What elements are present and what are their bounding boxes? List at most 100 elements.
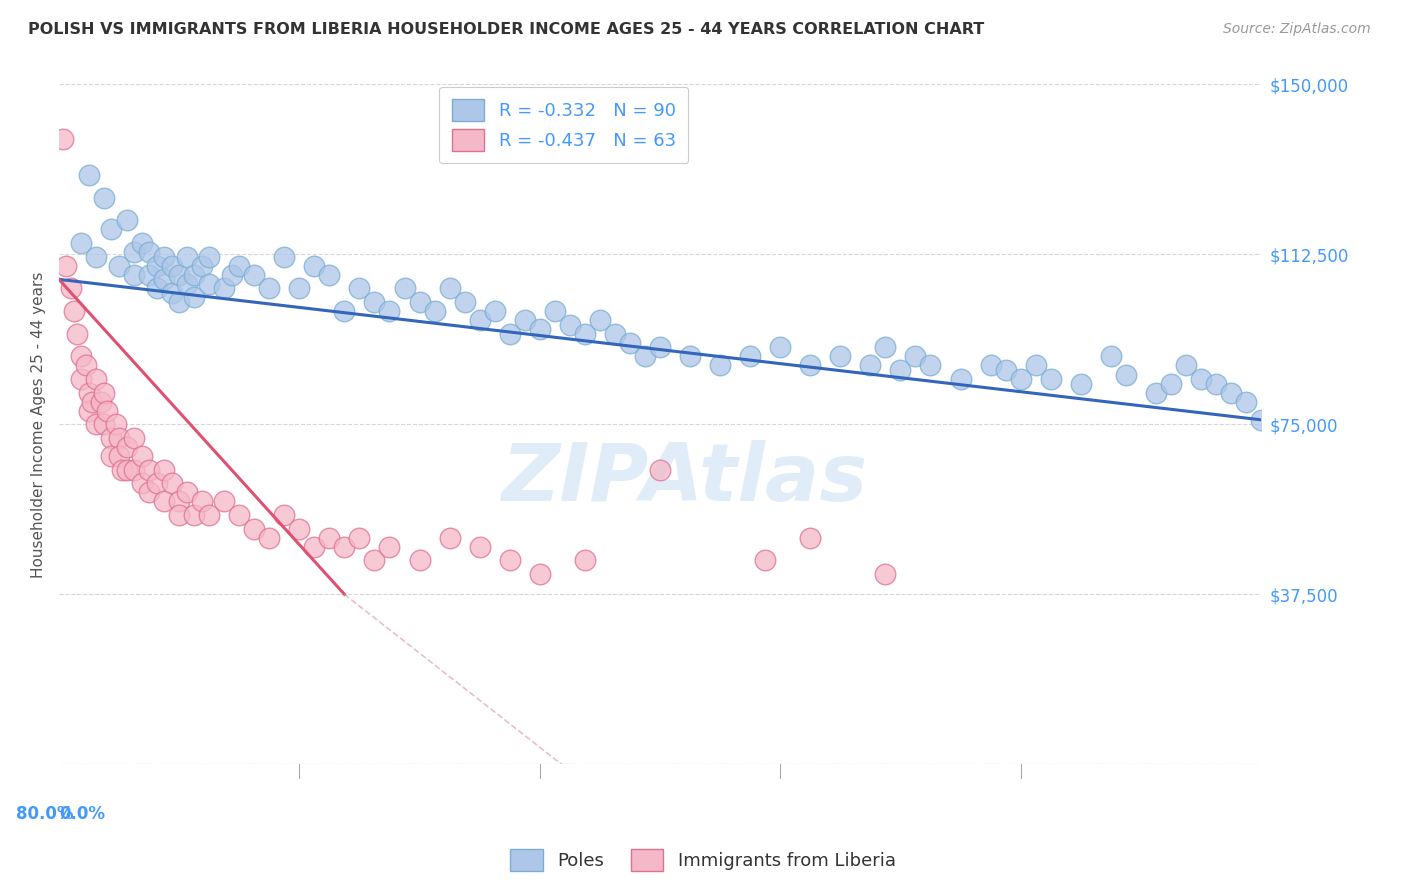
Point [243, 268, 266, 282]
Point [529, 566, 551, 581]
Point [228, 508, 250, 522]
Point [190, 494, 212, 508]
Point [77, 168, 100, 182]
Point [468, 313, 491, 327]
Point [1099, 350, 1122, 364]
Point [619, 335, 641, 350]
Point [1175, 359, 1198, 373]
Y-axis label: Householder Income Ages 25 - 44 years: Householder Income Ages 25 - 44 years [31, 271, 45, 577]
Point [363, 553, 385, 567]
Point [499, 326, 522, 341]
Point [131, 476, 153, 491]
Point [176, 250, 198, 264]
Point [589, 313, 612, 327]
Point [90, 394, 112, 409]
Point [889, 363, 911, 377]
Text: 80.0%: 80.0% [17, 805, 75, 823]
Point [349, 281, 371, 295]
Point [153, 250, 176, 264]
Point [80, 394, 103, 409]
Point [1220, 385, 1243, 400]
Legend: R = -0.332   N = 90, R = -0.437   N = 63: R = -0.332 N = 90, R = -0.437 N = 63 [439, 87, 689, 163]
Point [198, 250, 221, 264]
Point [1010, 372, 1032, 386]
Point [70, 235, 93, 250]
Point [994, 363, 1017, 377]
Point [86, 250, 108, 264]
Point [75, 359, 97, 373]
Point [167, 494, 190, 508]
Point [349, 531, 371, 545]
Point [333, 540, 356, 554]
Point [288, 522, 311, 536]
Point [799, 531, 821, 545]
Point [198, 508, 221, 522]
Point [145, 476, 167, 491]
Point [1205, 376, 1227, 391]
Point [558, 318, 581, 332]
Point [176, 485, 198, 500]
Point [318, 268, 340, 282]
Point [799, 359, 821, 373]
Point [63, 304, 86, 318]
Point [100, 431, 122, 445]
Point [55, 259, 77, 273]
Point [93, 385, 115, 400]
Point [100, 222, 122, 236]
Point [304, 259, 326, 273]
Point [679, 350, 702, 364]
Point [86, 372, 108, 386]
Point [66, 326, 89, 341]
Point [513, 313, 536, 327]
Point [183, 290, 205, 304]
Text: Source: ZipAtlas.com: Source: ZipAtlas.com [1223, 22, 1371, 37]
Point [122, 431, 145, 445]
Point [138, 268, 160, 282]
Point [859, 359, 882, 373]
Point [145, 281, 167, 295]
Text: ZIPAtlas: ZIPAtlas [501, 440, 868, 517]
Point [160, 285, 183, 300]
Point [740, 350, 762, 364]
Point [408, 295, 430, 310]
Point [288, 281, 311, 295]
Point [1025, 359, 1047, 373]
Point [394, 281, 416, 295]
Point [468, 540, 491, 554]
Point [131, 449, 153, 463]
Point [1234, 394, 1257, 409]
Point [115, 463, 138, 477]
Point [86, 417, 108, 432]
Point [108, 259, 131, 273]
Point [1070, 376, 1092, 391]
Point [153, 272, 176, 286]
Point [1250, 413, 1272, 427]
Point [980, 359, 1002, 373]
Point [333, 304, 356, 318]
Point [77, 385, 100, 400]
Point [96, 403, 118, 417]
Point [574, 326, 596, 341]
Point [304, 540, 326, 554]
Point [875, 566, 897, 581]
Point [138, 245, 160, 260]
Point [70, 350, 93, 364]
Point [259, 531, 281, 545]
Point [318, 531, 340, 545]
Point [108, 449, 131, 463]
Point [212, 494, 235, 508]
Point [183, 268, 205, 282]
Point [160, 259, 183, 273]
Point [167, 508, 190, 522]
Point [100, 449, 122, 463]
Point [453, 295, 475, 310]
Point [499, 553, 522, 567]
Point [259, 281, 281, 295]
Point [93, 417, 115, 432]
Point [167, 268, 190, 282]
Legend: Poles, Immigrants from Liberia: Poles, Immigrants from Liberia [503, 842, 903, 879]
Point [648, 463, 671, 477]
Point [93, 191, 115, 205]
Point [122, 463, 145, 477]
Point [153, 463, 176, 477]
